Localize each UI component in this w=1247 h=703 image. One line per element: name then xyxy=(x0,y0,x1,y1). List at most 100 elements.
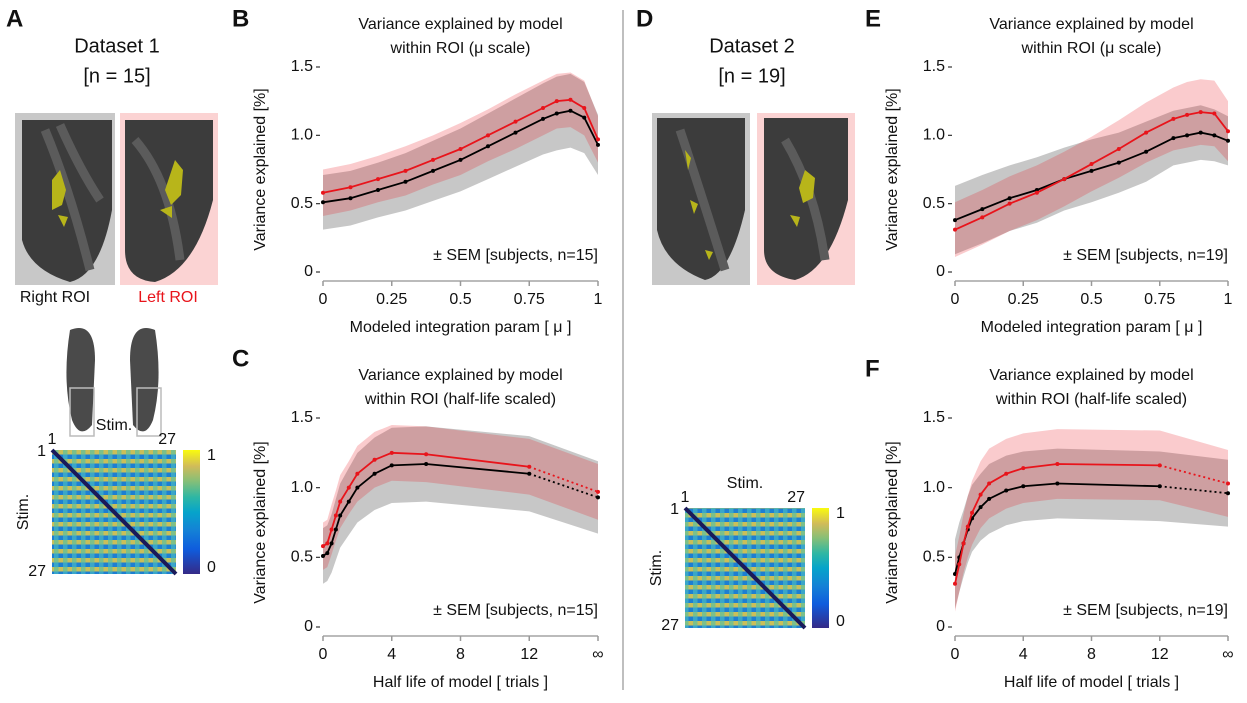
data-point xyxy=(1171,136,1176,141)
data-point xyxy=(961,541,966,546)
data-point xyxy=(987,481,992,486)
data-point xyxy=(458,157,463,162)
y-tick-label: 1.5 xyxy=(923,409,945,426)
extrapolated-line xyxy=(1159,464,1229,485)
chart-title: Variance explained by model xyxy=(989,16,1193,33)
panel-label: D xyxy=(636,5,653,32)
sem-band xyxy=(323,73,598,230)
x-tick-label: 0.25 xyxy=(1008,291,1039,308)
dataset-n: [n = 19] xyxy=(718,65,785,87)
data-point xyxy=(1185,112,1190,117)
matrix-x-label: Stim. xyxy=(96,417,132,434)
data-point xyxy=(541,116,545,121)
data-point xyxy=(376,177,380,182)
data-point xyxy=(376,188,380,192)
data-point xyxy=(1089,168,1094,173)
data-point xyxy=(355,485,360,490)
x-tick-label: 12 xyxy=(520,646,538,663)
sem-band xyxy=(955,105,1228,255)
y-axis-label: Variance explained [%] xyxy=(884,88,901,250)
roi-label: Right ROI xyxy=(20,289,90,306)
annotation: ± SEM [subjects, n=19] xyxy=(1063,247,1228,264)
panel-label: A xyxy=(6,5,23,32)
x-tick-label: 0 xyxy=(951,291,960,308)
data-point xyxy=(596,142,600,147)
sem-band xyxy=(323,72,598,216)
dataset-n: [n = 15] xyxy=(83,65,150,87)
data-point xyxy=(403,179,408,184)
x-tick-label: 1 xyxy=(594,291,603,308)
data-point xyxy=(329,527,334,532)
data-point xyxy=(513,130,518,135)
matrix-y-tick: 27 xyxy=(661,617,679,634)
x-tick-label: 0.5 xyxy=(1080,291,1102,308)
data-point xyxy=(348,185,353,190)
data-point xyxy=(403,168,408,173)
data-point xyxy=(1144,130,1149,135)
data-point xyxy=(987,496,992,501)
data-point xyxy=(1185,133,1190,138)
chart-title: within ROI (half-life scaled) xyxy=(995,391,1187,408)
panel-label: B xyxy=(232,5,249,32)
colorbar xyxy=(812,508,829,628)
data-point xyxy=(372,471,377,476)
data-point xyxy=(978,505,983,510)
panel-label: E xyxy=(865,5,881,32)
y-tick-label: 0 xyxy=(936,263,945,280)
y-tick-label: 0.5 xyxy=(923,549,945,566)
data-point xyxy=(596,495,600,500)
extrapolated-line xyxy=(528,472,599,499)
y-tick-label: 0.5 xyxy=(923,195,945,212)
chart-title: Variance explained by model xyxy=(358,16,562,33)
data-point xyxy=(1055,461,1060,466)
data-point xyxy=(424,452,429,457)
data-point xyxy=(1144,149,1149,154)
data-point xyxy=(582,115,587,120)
x-tick-label: 0 xyxy=(951,646,960,663)
data-point xyxy=(1157,463,1162,468)
data-point xyxy=(1034,188,1039,192)
data-point xyxy=(1171,116,1176,121)
data-point xyxy=(1055,481,1060,486)
extrapolated-line xyxy=(1159,485,1229,495)
matrix-y-label: Stim. xyxy=(648,550,665,586)
data-point xyxy=(1021,484,1026,489)
data-point xyxy=(486,133,490,138)
data-point xyxy=(321,544,325,549)
y-tick-label: 0 xyxy=(304,618,313,635)
data-point xyxy=(389,450,394,455)
extrapolated-line xyxy=(528,465,599,493)
panel-label: C xyxy=(232,345,249,372)
matrix-y-label: Stim. xyxy=(15,494,32,530)
x-tick-label: 4 xyxy=(387,646,396,663)
colorbar-tick: 0 xyxy=(207,559,216,576)
chart-title: within ROI (half-life scaled) xyxy=(364,391,556,408)
data-point xyxy=(431,157,435,162)
x-axis-label: Modeled integration param [ μ ] xyxy=(350,319,572,336)
data-point xyxy=(1226,138,1230,143)
data-point xyxy=(431,168,435,173)
x-tick-label: 0 xyxy=(319,291,328,308)
data-point xyxy=(980,215,985,220)
chart-title: Variance explained by model xyxy=(358,367,562,384)
sem-band xyxy=(323,424,598,570)
data-point xyxy=(965,524,970,529)
x-tick-label: 0 xyxy=(319,646,328,663)
colorbar-tick: 0 xyxy=(836,613,845,630)
y-axis-label: Variance explained [%] xyxy=(884,441,901,603)
data-point xyxy=(1198,130,1203,135)
data-point xyxy=(1007,196,1012,201)
data-point xyxy=(1157,484,1162,489)
data-point xyxy=(458,147,463,151)
data-point xyxy=(596,137,600,142)
chart-title: Variance explained by model xyxy=(989,367,1193,384)
dataset-title: Dataset 2 xyxy=(709,35,795,57)
data-point xyxy=(325,541,330,546)
brain-images xyxy=(15,113,855,437)
x-axis-label: Modeled integration param [ μ ] xyxy=(981,319,1203,336)
data-point xyxy=(541,106,545,110)
x-tick-label: 12 xyxy=(1151,646,1169,663)
data-point xyxy=(1226,129,1230,134)
x-axis-label: Half life of model [ trials ] xyxy=(373,674,548,691)
data-point xyxy=(1212,111,1217,116)
